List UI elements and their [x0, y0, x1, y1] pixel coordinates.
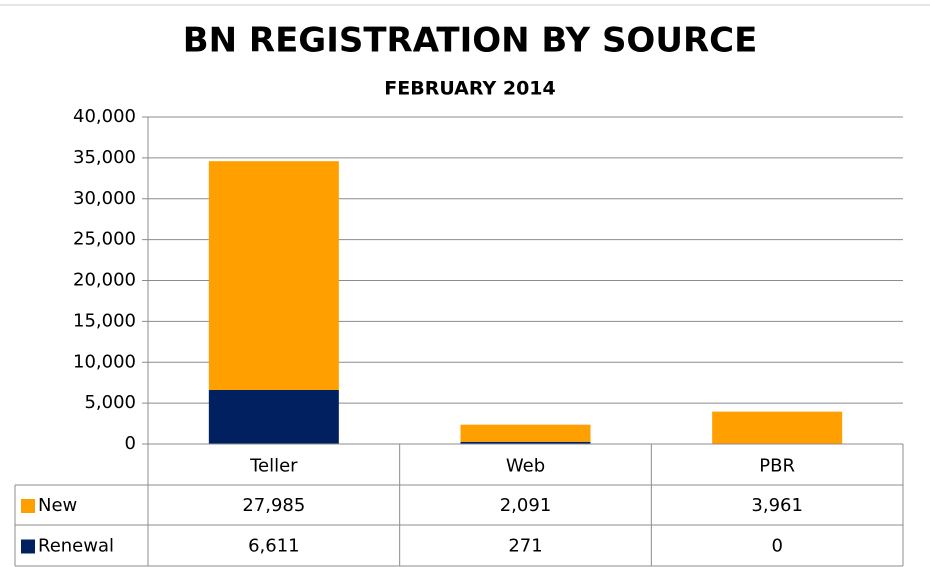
y-tick-label: 35,000	[73, 147, 136, 168]
legend-swatch	[21, 499, 35, 513]
table-value: 6,611	[248, 536, 300, 557]
table-value: 271	[508, 536, 542, 557]
chart-title: BN REGISTRATION BY SOURCE	[183, 21, 758, 61]
bar-segment	[460, 424, 591, 442]
x-tick-label: PBR	[759, 456, 795, 477]
bar-segment	[712, 411, 843, 444]
y-tick-label: 25,000	[73, 229, 136, 250]
legend-label: New	[38, 495, 77, 516]
y-tick-label: 10,000	[73, 351, 136, 372]
legend-label: Renewal	[38, 536, 114, 557]
y-tick-label: 5,000	[84, 392, 136, 413]
bar-segment	[460, 441, 591, 444]
y-tick-label: 0	[125, 433, 136, 454]
chart-subtitle: FEBRUARY 2014	[384, 78, 555, 100]
y-tick-label: 15,000	[73, 310, 136, 331]
table-value: 27,985	[242, 495, 305, 516]
x-tick-label: Web	[506, 456, 545, 477]
bar-segment	[208, 161, 339, 390]
table-value: 0	[771, 536, 782, 557]
bar-segment	[208, 389, 339, 444]
y-tick-label: 20,000	[73, 270, 136, 291]
table-value: 2,091	[500, 495, 552, 516]
x-tick-label: Teller	[249, 456, 298, 477]
legend-swatch	[21, 539, 35, 554]
table-value: 3,961	[751, 495, 803, 516]
y-tick-label: 30,000	[73, 188, 136, 209]
y-tick-label: 40,000	[73, 106, 136, 127]
